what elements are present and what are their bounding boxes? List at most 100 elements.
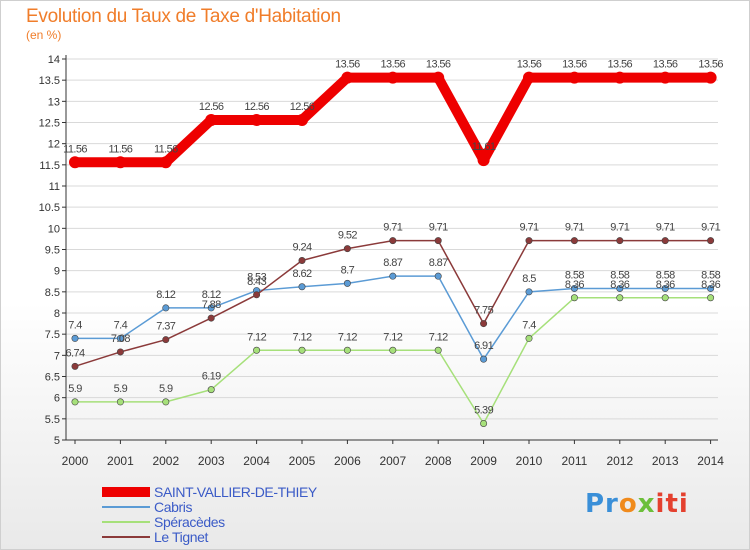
- data-label: 5.9: [159, 383, 173, 395]
- data-point: [707, 284, 715, 292]
- data-label: 13.56: [426, 59, 451, 71]
- x-tick-label: 2003: [198, 454, 225, 468]
- data-label: 7.75: [474, 305, 493, 317]
- data-point: [69, 156, 81, 169]
- legend-label: SAINT-VALLIER-DE-THIEY: [154, 484, 317, 500]
- data-point: [298, 257, 306, 265]
- x-tick-label: 2005: [289, 454, 316, 468]
- data-label: 7.4: [114, 319, 128, 331]
- x-tick-label: 2012: [606, 454, 633, 468]
- data-point: [570, 237, 578, 245]
- y-tick-label: 13.5: [39, 75, 60, 87]
- data-point: [616, 284, 624, 292]
- legend-swatch: [102, 487, 150, 497]
- data-label: 8.36: [565, 279, 584, 291]
- data-label: 9.71: [519, 222, 538, 234]
- x-tick-label: 2013: [652, 454, 679, 468]
- data-point: [116, 398, 124, 406]
- data-point: [525, 237, 533, 245]
- data-point: [343, 279, 351, 287]
- data-point: [613, 71, 626, 84]
- data-label: 7.12: [383, 331, 402, 343]
- y-tick-label: 5.5: [45, 414, 60, 426]
- data-label: 8.53: [247, 272, 266, 284]
- data-label: 13.56: [562, 59, 587, 71]
- x-tick-label: 2007: [379, 454, 406, 468]
- y-tick-label: 10: [48, 223, 60, 235]
- x-tick-label: 2001: [107, 454, 134, 468]
- data-point: [159, 156, 172, 169]
- data-label: 9.71: [656, 222, 675, 234]
- legend-swatch: [102, 506, 150, 508]
- data-point: [71, 334, 79, 342]
- data-label: 13.56: [381, 59, 406, 71]
- data-label: 8.7: [341, 264, 355, 276]
- data-point: [298, 283, 306, 291]
- x-tick-label: 2008: [425, 454, 452, 468]
- data-point: [71, 362, 79, 370]
- data-point: [162, 336, 170, 344]
- y-tick-label: 6.5: [45, 372, 60, 384]
- data-point: [207, 314, 215, 322]
- data-point: [480, 419, 488, 427]
- x-tick-label: 2011: [561, 454, 587, 468]
- data-label: 12.56: [290, 101, 315, 113]
- data-label: 8.58: [656, 269, 675, 281]
- y-tick-label: 6: [54, 393, 60, 405]
- data-label: 13.56: [335, 59, 360, 71]
- data-label: 11.56: [109, 143, 133, 155]
- data-point: [707, 294, 715, 302]
- data-label: 8.12: [202, 289, 221, 301]
- data-label: 7.88: [202, 299, 221, 311]
- data-point: [480, 355, 488, 363]
- data-point: [71, 398, 79, 406]
- data-label: 11.61: [472, 141, 496, 153]
- data-label: 8.36: [610, 279, 629, 291]
- x-tick-label: 2009: [470, 454, 497, 468]
- data-label: 9.71: [701, 222, 720, 234]
- data-label: 6.74: [65, 347, 84, 359]
- data-point: [661, 237, 669, 245]
- data-label: 9.52: [338, 230, 357, 242]
- data-label: 8.12: [156, 289, 175, 301]
- data-label: 9.24: [292, 242, 311, 254]
- data-label: 7.4: [522, 319, 536, 331]
- data-label: 8.87: [383, 257, 402, 269]
- y-tick-label: 5: [54, 435, 60, 447]
- y-tick-label: 12: [48, 139, 60, 151]
- data-label: 5.39: [474, 404, 493, 416]
- data-point: [661, 294, 669, 302]
- legend-label: Cabris: [154, 499, 193, 515]
- data-point: [525, 288, 533, 296]
- data-point: [616, 294, 624, 302]
- data-point: [343, 346, 351, 354]
- data-label: 9.71: [565, 222, 584, 234]
- data-label: 13.56: [698, 59, 723, 71]
- y-tick-label: 12.5: [39, 118, 60, 130]
- data-label: 13.56: [608, 59, 633, 71]
- data-point: [296, 113, 308, 126]
- data-label: 8.58: [701, 269, 720, 281]
- data-point: [704, 71, 717, 84]
- y-tick-label: 13: [48, 96, 60, 108]
- data-label: 8.87: [429, 257, 448, 269]
- data-point: [434, 272, 442, 280]
- data-point: [659, 71, 672, 84]
- x-tick-label: 2002: [152, 454, 179, 468]
- x-tick-label: 2014: [697, 454, 724, 468]
- data-point: [162, 304, 170, 312]
- legend-label: Le Tignet: [154, 529, 208, 545]
- y-tick-label: 7: [54, 350, 60, 362]
- data-label: 12.56: [244, 101, 269, 113]
- data-point: [162, 398, 170, 406]
- data-point: [207, 304, 215, 312]
- data-label: 11.56: [63, 143, 87, 155]
- data-label: 7.37: [156, 321, 175, 333]
- y-tick-label: 10.5: [39, 202, 60, 214]
- chart-title: Evolution du Taux de Taxe d'Habitation: [26, 6, 341, 27]
- data-label: 7.4: [68, 319, 82, 331]
- data-point: [386, 71, 399, 84]
- x-tick-label: 2010: [516, 454, 543, 468]
- data-point: [389, 237, 397, 245]
